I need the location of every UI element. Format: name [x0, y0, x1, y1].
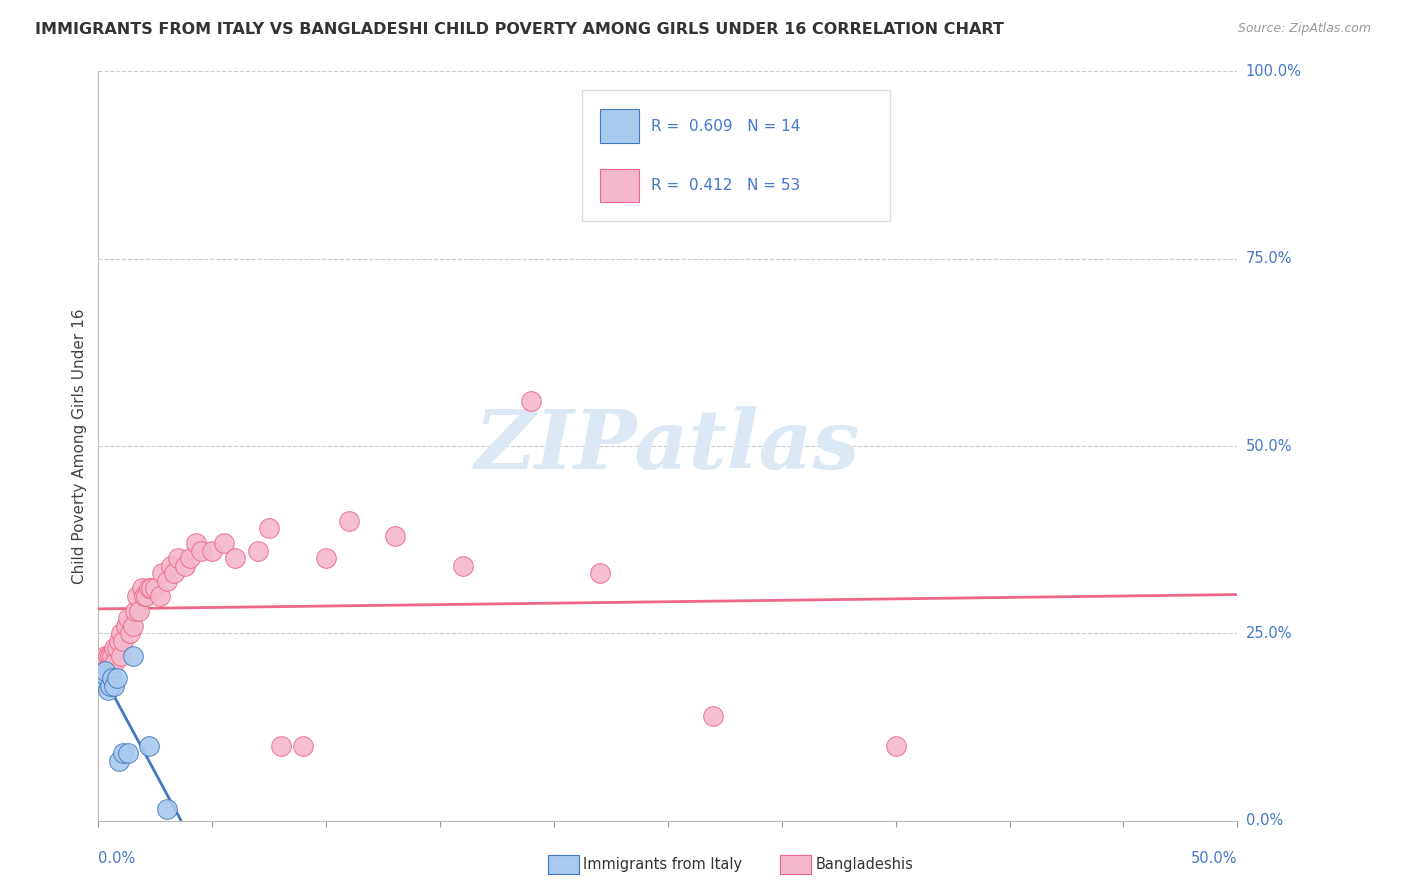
Text: 50.0%: 50.0%	[1191, 851, 1237, 866]
FancyBboxPatch shape	[582, 90, 890, 221]
Point	[451, 558, 474, 573]
Point	[120, 626, 142, 640]
Point	[167, 551, 190, 566]
Point	[94, 664, 117, 678]
Point	[702, 708, 724, 723]
Point	[108, 633, 131, 648]
Text: R =  0.609   N = 14: R = 0.609 N = 14	[651, 119, 800, 134]
Point	[96, 682, 118, 697]
Point	[103, 657, 125, 671]
Point	[292, 739, 315, 753]
Point	[117, 746, 139, 760]
Point	[121, 648, 143, 663]
Point	[139, 582, 162, 596]
Point	[103, 679, 125, 693]
Text: Immigrants from Italy: Immigrants from Italy	[583, 857, 742, 871]
Point	[105, 671, 128, 685]
Point	[98, 679, 121, 693]
Point	[108, 754, 131, 768]
Point	[101, 648, 124, 663]
Text: 0.0%: 0.0%	[98, 851, 135, 866]
Point	[135, 589, 157, 603]
Text: 25.0%: 25.0%	[1246, 626, 1292, 640]
Point	[105, 641, 128, 656]
Point	[117, 611, 139, 625]
Point	[156, 574, 179, 588]
Point	[179, 551, 201, 566]
Point	[131, 582, 153, 596]
Point	[224, 551, 246, 566]
Point	[110, 648, 132, 663]
Point	[149, 589, 172, 603]
Point	[186, 536, 208, 550]
Point	[246, 544, 269, 558]
Text: 0.0%: 0.0%	[1246, 814, 1282, 828]
Point	[94, 667, 117, 681]
Point	[150, 566, 173, 581]
Point	[138, 739, 160, 753]
Point	[520, 394, 543, 409]
Text: Bangladeshis: Bangladeshis	[815, 857, 914, 871]
Point	[174, 558, 197, 573]
Point	[90, 664, 112, 678]
Text: IMMIGRANTS FROM ITALY VS BANGLADESHI CHILD POVERTY AMONG GIRLS UNDER 16 CORRELAT: IMMIGRANTS FROM ITALY VS BANGLADESHI CHI…	[35, 22, 1004, 37]
Point	[138, 582, 160, 596]
Point	[384, 529, 406, 543]
Point	[337, 514, 360, 528]
Text: Source: ZipAtlas.com: Source: ZipAtlas.com	[1237, 22, 1371, 36]
Point	[259, 521, 281, 535]
Point	[162, 566, 184, 581]
Point	[145, 582, 167, 596]
Text: 50.0%: 50.0%	[1246, 439, 1292, 453]
Point	[132, 589, 155, 603]
Text: R =  0.412   N = 53: R = 0.412 N = 53	[651, 178, 800, 194]
Text: 100.0%: 100.0%	[1246, 64, 1302, 78]
Point	[128, 604, 150, 618]
Point	[98, 657, 121, 671]
Point	[91, 657, 114, 671]
Text: ZIPatlas: ZIPatlas	[475, 406, 860, 486]
Point	[127, 589, 149, 603]
Point	[270, 739, 292, 753]
Point	[110, 626, 132, 640]
Point	[98, 648, 121, 663]
Point	[588, 566, 610, 581]
Point	[212, 536, 235, 550]
Point	[112, 746, 135, 760]
Point	[103, 641, 125, 656]
Point	[114, 619, 136, 633]
Point	[112, 633, 135, 648]
Point	[190, 544, 212, 558]
Point	[96, 648, 118, 663]
Point	[94, 648, 117, 663]
Point	[101, 671, 124, 685]
Point	[160, 558, 183, 573]
FancyBboxPatch shape	[599, 169, 640, 202]
Y-axis label: Child Poverty Among Girls Under 16: Child Poverty Among Girls Under 16	[72, 309, 87, 583]
Point	[201, 544, 224, 558]
Point	[315, 551, 337, 566]
Point	[96, 664, 118, 678]
Point	[156, 802, 179, 816]
FancyBboxPatch shape	[599, 109, 640, 143]
Point	[121, 619, 143, 633]
Point	[884, 739, 907, 753]
Text: 75.0%: 75.0%	[1246, 252, 1292, 266]
Point	[124, 604, 146, 618]
Point	[91, 675, 114, 690]
